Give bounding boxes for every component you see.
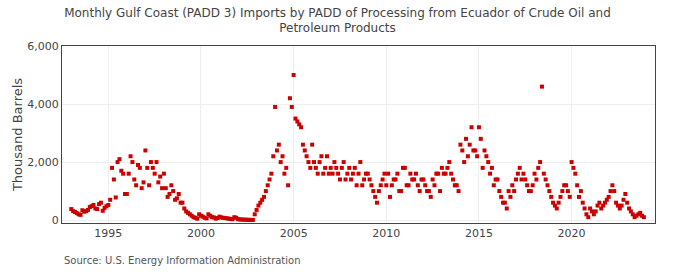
svg-text:2000: 2000	[187, 227, 215, 240]
svg-text:Source: U.S. Energy Informatio: Source: U.S. Energy Information Administ…	[64, 255, 301, 266]
svg-text:2,000: 2,000	[27, 156, 59, 169]
svg-text:2020: 2020	[558, 227, 586, 240]
svg-text:4,000: 4,000	[27, 98, 59, 111]
svg-text:1995: 1995	[94, 227, 122, 240]
svg-text:2010: 2010	[372, 227, 400, 240]
svg-text:Monthly Gulf Coast (PADD 3) Im: Monthly Gulf Coast (PADD 3) Imports by P…	[64, 6, 611, 36]
svg-text:6,000: 6,000	[27, 40, 59, 53]
svg-text:2005: 2005	[280, 227, 308, 240]
svg-text:2015: 2015	[465, 227, 493, 240]
svg-text:0: 0	[52, 214, 59, 227]
svg-text:Thousand Barrels: Thousand Barrels	[10, 78, 25, 192]
